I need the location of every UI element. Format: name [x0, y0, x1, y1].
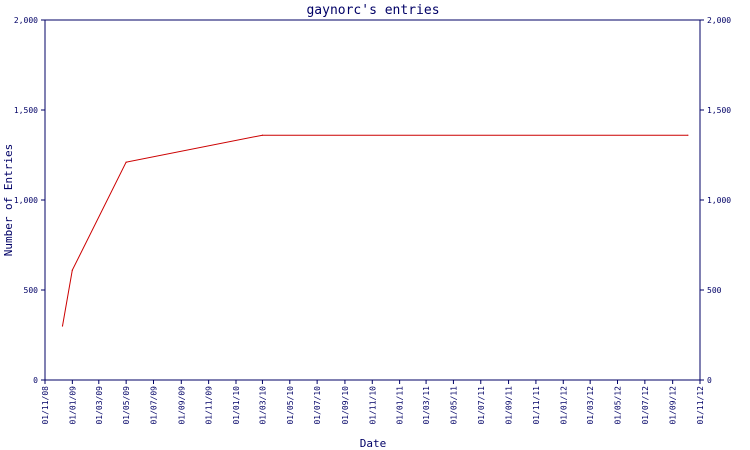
x-tick-label: 01/09/10	[341, 386, 350, 425]
data-point	[687, 134, 689, 136]
x-tick-label: 01/11/10	[368, 386, 377, 425]
data-point	[125, 161, 127, 163]
data-point	[261, 134, 264, 136]
chart-title: gaynorc's entries	[306, 3, 439, 18]
y-tick-label-right: 500	[707, 286, 722, 295]
plot-area	[44, 19, 701, 381]
y-tick-label-right: 0	[707, 376, 712, 385]
y-tick-label-right: 1,000	[707, 196, 731, 205]
y-tick-label: 2,000	[14, 16, 38, 25]
x-tick-label: 01/07/10	[313, 386, 322, 425]
x-tick-label: 01/01/11	[396, 386, 405, 425]
x-tick-label: 01/07/12	[641, 386, 650, 425]
x-tick-label: 01/03/09	[95, 386, 104, 425]
data-point	[71, 269, 73, 271]
series-layer	[61, 134, 689, 327]
x-tick-label: 01/03/10	[258, 386, 267, 425]
x-tick-label: 01/05/10	[286, 386, 295, 425]
x-tick-label: 01/11/11	[532, 386, 541, 425]
x-tick-label: 01/07/11	[477, 386, 486, 425]
y-axis-left: 0 500 1,000 1,500 2,000	[14, 16, 45, 385]
y-tick-label: 0	[33, 376, 38, 385]
y-tick-label: 1,500	[14, 106, 38, 115]
x-axis-label: Date	[360, 437, 387, 450]
y-tick-label: 500	[24, 286, 39, 295]
y-tick-label-right: 2,000	[707, 16, 731, 25]
y-axis-label: Number of Entries	[2, 144, 15, 257]
y-axis-right: 0 500 1,000 1,500 2,000	[700, 16, 731, 385]
y-tick-label: 1,000	[14, 196, 38, 205]
x-tick-label: 01/05/12	[614, 386, 623, 425]
x-axis: 01/11/08 01/01/09 01/03/09 01/05/09 01/07/09…	[41, 380, 705, 425]
x-tick-label: 01/09/09	[177, 386, 186, 425]
y-tick-label-right: 1,500	[707, 106, 731, 115]
x-tick-label: 01/11/09	[205, 386, 214, 425]
x-tick-label: 01/03/11	[422, 386, 431, 425]
series-line	[62, 134, 688, 327]
x-tick-label: 01/09/12	[669, 386, 678, 425]
x-tick-label: 01/11/08	[41, 386, 50, 425]
x-tick-label: 01/07/09	[149, 386, 158, 425]
data-point	[61, 325, 64, 327]
x-tick-label: 01/01/10	[232, 386, 241, 425]
x-tick-label: 01/01/12	[559, 386, 568, 425]
x-tick-label: 01/03/12	[586, 386, 595, 425]
x-tick-label: 01/01/09	[68, 386, 77, 425]
x-tick-label: 01/09/11	[505, 386, 514, 425]
x-tick-label: 01/05/09	[122, 386, 131, 425]
x-tick-label: 01/05/11	[449, 386, 458, 425]
x-tick-label: 01/11/12	[696, 386, 705, 425]
